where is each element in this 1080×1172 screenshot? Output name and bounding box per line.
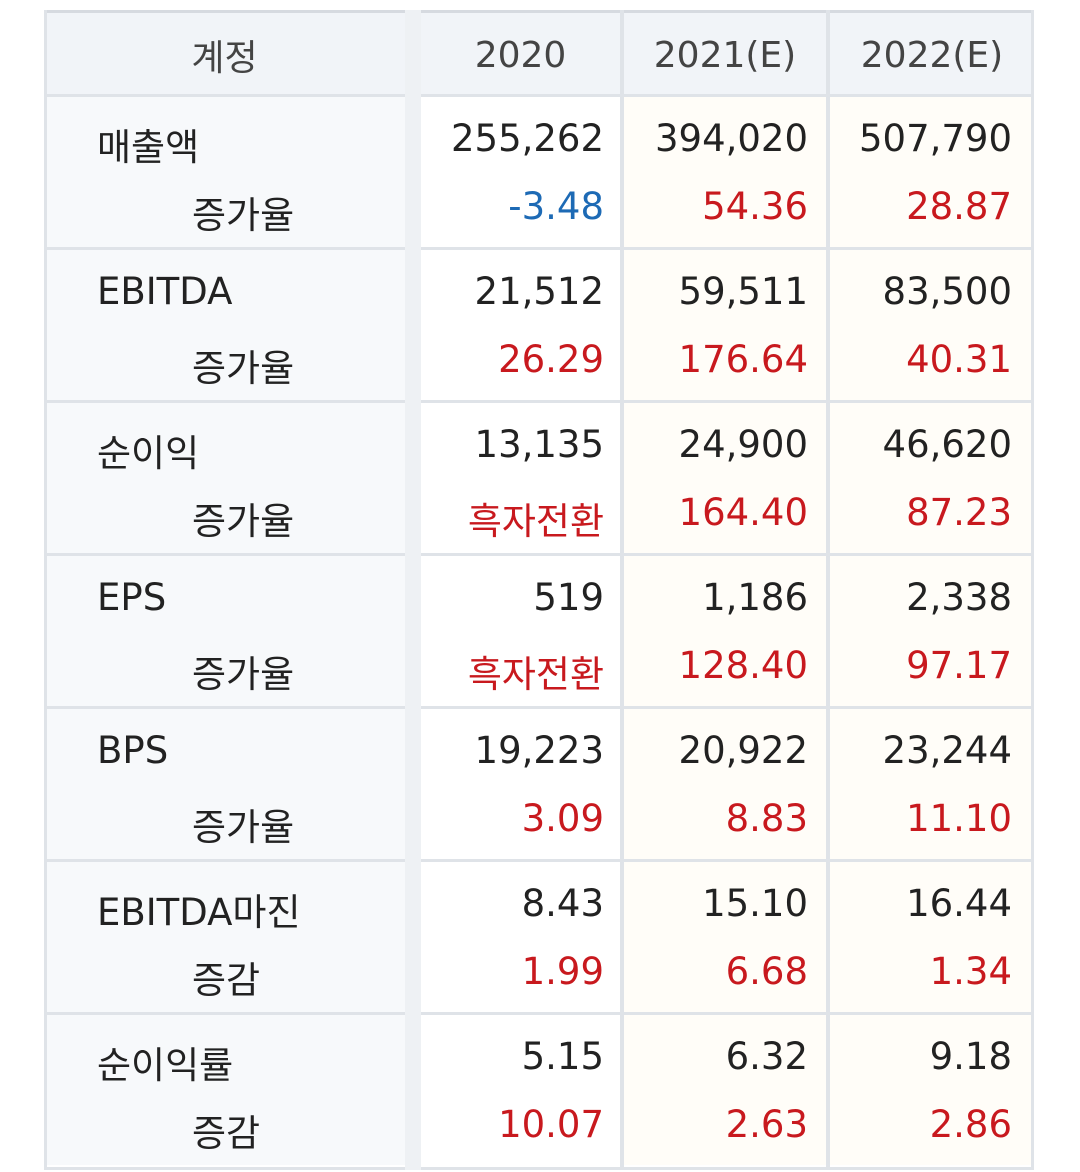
row-sub-label: 증감 <box>192 959 261 1002</box>
table-row-group: 순이익 증가율 13,135 24,900 46,620 흑자전환 164.40… <box>44 400 1034 553</box>
value-2020: 255,262 <box>450 117 604 160</box>
label-column-bg <box>47 97 405 247</box>
value-2021: 20,922 <box>678 729 808 772</box>
value-2021: 6.32 <box>725 1035 808 1078</box>
growth-2020: 흑자전환 <box>467 500 604 543</box>
column-2022-bg <box>830 250 1034 400</box>
row-label: 순이익 <box>97 432 200 475</box>
table-row-group: 매출액 증가율 255,262 394,020 507,790 -3.48 54… <box>44 94 1034 247</box>
growth-2021: 164.40 <box>678 491 808 534</box>
value-2022: 9.18 <box>929 1035 1012 1078</box>
column-2022-bg <box>830 709 1034 859</box>
growth-2021: 2.63 <box>725 1103 808 1146</box>
growth-2022: 97.17 <box>906 644 1012 687</box>
table-header: 계정 2020 2021(E) 2022(E) <box>44 10 1034 94</box>
growth-2022: 11.10 <box>906 797 1012 840</box>
header-2021: 2021(E) <box>653 34 797 76</box>
growth-2020: 3.09 <box>521 797 604 840</box>
header-account: 계정 <box>191 38 258 79</box>
column-2021-bg <box>624 862 826 1012</box>
row-sub-label: 증감 <box>192 1112 261 1155</box>
value-2021: 1,186 <box>702 576 808 619</box>
table-row-group: 순이익률 증감 5.15 6.32 9.18 10.07 2.63 2.86 <box>44 1012 1034 1165</box>
growth-2022: 1.34 <box>929 950 1012 993</box>
column-2022-bg <box>830 862 1034 1012</box>
table-row-group: EBITDA 증가율 21,512 59,511 83,500 26.29 17… <box>44 247 1034 400</box>
column-2021-bg <box>624 250 826 400</box>
growth-2020: -3.48 <box>508 185 604 228</box>
value-2021: 24,900 <box>678 423 808 466</box>
financial-table: 계정 2020 2021(E) 2022(E) 매출액 증가율 255,262 … <box>44 10 1034 1170</box>
value-2020: 13,135 <box>474 423 604 466</box>
row-label: 순이익률 <box>97 1044 234 1087</box>
row-label: EBITDA마진 <box>97 891 301 934</box>
value-2021: 15.10 <box>702 882 808 925</box>
row-sub-label: 증가율 <box>192 806 295 849</box>
column-2021-bg <box>624 556 826 706</box>
growth-2020: 흑자전환 <box>467 653 604 696</box>
value-2022: 2,338 <box>906 576 1012 619</box>
growth-2022: 28.87 <box>906 185 1012 228</box>
value-2020: 21,512 <box>474 270 604 313</box>
row-sub-label: 증가율 <box>192 653 295 696</box>
grid-line <box>1031 10 1034 1170</box>
row-sub-label: 증가율 <box>192 500 295 543</box>
value-2020: 19,223 <box>474 729 604 772</box>
grid-line <box>405 10 421 1170</box>
label-column-bg <box>47 862 405 1012</box>
label-column-bg <box>47 403 405 553</box>
label-column-bg <box>47 1015 405 1165</box>
column-2022-bg <box>830 97 1034 247</box>
growth-2021: 128.40 <box>678 644 808 687</box>
label-column-bg <box>47 556 405 706</box>
value-2021: 59,511 <box>678 270 808 313</box>
growth-2020: 26.29 <box>498 338 604 381</box>
grid-line <box>44 10 47 1170</box>
growth-2021: 6.68 <box>725 950 808 993</box>
table-row-group: EPS 증가율 519 1,186 2,338 흑자전환 128.40 97.1… <box>44 553 1034 706</box>
column-2021-bg <box>624 709 826 859</box>
row-label: EPS <box>97 576 167 619</box>
grid-line <box>826 10 830 1170</box>
label-column-bg <box>47 709 405 859</box>
growth-2022: 40.31 <box>906 338 1012 381</box>
value-2022: 23,244 <box>882 729 1012 772</box>
growth-2022: 2.86 <box>929 1103 1012 1146</box>
value-2020: 8.43 <box>521 882 604 925</box>
grid-line <box>620 10 624 1170</box>
growth-2020: 10.07 <box>498 1103 604 1146</box>
value-2022: 16.44 <box>906 882 1012 925</box>
value-2021: 394,020 <box>654 117 808 160</box>
value-2020: 519 <box>533 576 604 619</box>
row-label: BPS <box>97 729 169 772</box>
growth-2022: 87.23 <box>906 491 1012 534</box>
header-2020: 2020 <box>474 34 567 76</box>
column-2021-bg <box>624 403 826 553</box>
growth-2021: 176.64 <box>678 338 808 381</box>
growth-2020: 1.99 <box>521 950 604 993</box>
table-bottom-border <box>44 1167 1034 1170</box>
value-2022: 46,620 <box>882 423 1012 466</box>
table-row-group: BPS 증가율 19,223 20,922 23,244 3.09 8.83 1… <box>44 706 1034 859</box>
value-2022: 507,790 <box>858 117 1012 160</box>
table-row-group: EBITDA마진 증감 8.43 15.10 16.44 1.99 6.68 1… <box>44 859 1034 1012</box>
column-2021-bg <box>624 97 826 247</box>
growth-2021: 8.83 <box>725 797 808 840</box>
column-2022-bg <box>830 1015 1034 1165</box>
label-column-bg <box>47 250 405 400</box>
row-sub-label: 증가율 <box>192 194 295 237</box>
column-2022-bg <box>830 556 1034 706</box>
column-2021-bg <box>624 1015 826 1165</box>
header-2022: 2022(E) <box>860 34 1004 76</box>
row-label: 매출액 <box>97 126 200 169</box>
column-2022-bg <box>830 403 1034 553</box>
growth-2021: 54.36 <box>702 185 808 228</box>
row-sub-label: 증가율 <box>192 347 295 390</box>
row-label: EBITDA <box>97 270 233 313</box>
value-2020: 5.15 <box>521 1035 604 1078</box>
value-2022: 83,500 <box>882 270 1012 313</box>
